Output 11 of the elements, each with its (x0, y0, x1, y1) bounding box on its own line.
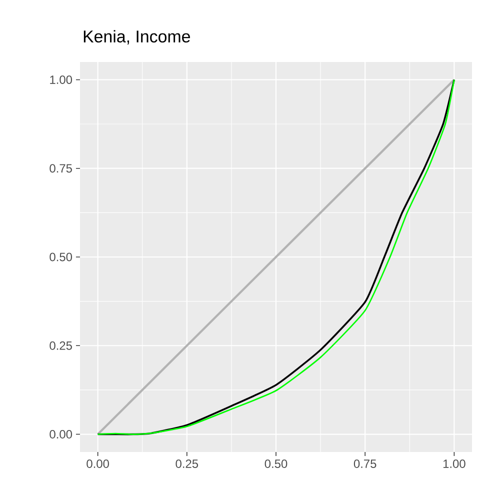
y-tick-label: 0.75 (50, 164, 72, 173)
chart-title: Kenia, Income (84, 30, 190, 44)
x-tick-label: 0.00 (86, 460, 109, 468)
y-tick-label: 0.25 (50, 341, 72, 350)
x-tick-label: 0.25 (176, 460, 198, 468)
y-tick-label: 0.50 (50, 252, 72, 262)
x-tick-label: 1.00 (443, 460, 466, 468)
y-tick-label: 0.00 (50, 430, 72, 438)
x-tick-label: 0.75 (354, 460, 376, 468)
x-tick-label: 0.50 (264, 460, 288, 468)
y-tick-label: 1.00 (50, 75, 72, 84)
